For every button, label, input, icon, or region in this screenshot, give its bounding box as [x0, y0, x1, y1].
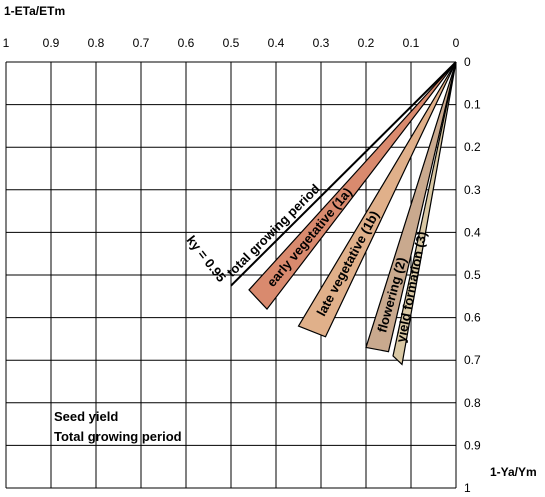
top-tick-label: 1 — [3, 36, 10, 50]
ticks: 1 0.9 0.8 0.7 0.6 0.5 0.4 0.3 0.2 0.1 00 0.1 0.2 0.3 0… — [3, 36, 481, 495]
right-tick-label: 0.2 — [464, 140, 481, 154]
x-axis-title: 1-Ya/Ym — [490, 465, 537, 479]
lines — [230, 61, 457, 287]
wedges — [248, 61, 457, 366]
top-tick-label: 0.8 — [88, 36, 105, 50]
note-line-1: Seed yield — [54, 409, 118, 424]
right-tick-label: 0.3 — [464, 183, 481, 197]
right-tick-label: 1 — [464, 481, 471, 495]
top-tick-label: 0.9 — [43, 36, 60, 50]
right-tick-label: 0.9 — [464, 438, 481, 452]
right-tick-label: 0.8 — [464, 396, 481, 410]
right-tick-label: 0.7 — [464, 353, 481, 367]
right-tick-label: 0.4 — [464, 225, 481, 239]
wedge-1 — [248, 61, 457, 311]
wedge-4 — [392, 61, 457, 366]
top-tick-label: 0.2 — [358, 36, 375, 50]
top-tick-label: 0.1 — [403, 36, 420, 50]
right-tick-label: 0.1 — [464, 98, 481, 112]
top-tick-label: 0.4 — [268, 36, 285, 50]
top-tick-label: 0.6 — [178, 36, 195, 50]
right-tick-label: 0 — [464, 55, 471, 69]
top-tick-label: 0 — [453, 36, 460, 50]
wedge-2 — [297, 61, 457, 338]
wedge-3 — [365, 61, 457, 353]
top-tick-label: 0.3 — [313, 36, 330, 50]
right-tick-label: 0.6 — [464, 311, 481, 325]
total-growing-period-line — [230, 61, 457, 287]
right-tick-label: 0.5 — [464, 268, 481, 282]
top-tick-label: 0.5 — [223, 36, 240, 50]
note-line-2: Total growing period — [54, 429, 182, 444]
top-tick-label: 0.7 — [133, 36, 150, 50]
y-axis-title: 1-ETa/ETm — [4, 4, 65, 18]
ky-label: ky = 0.95 — [184, 233, 229, 285]
